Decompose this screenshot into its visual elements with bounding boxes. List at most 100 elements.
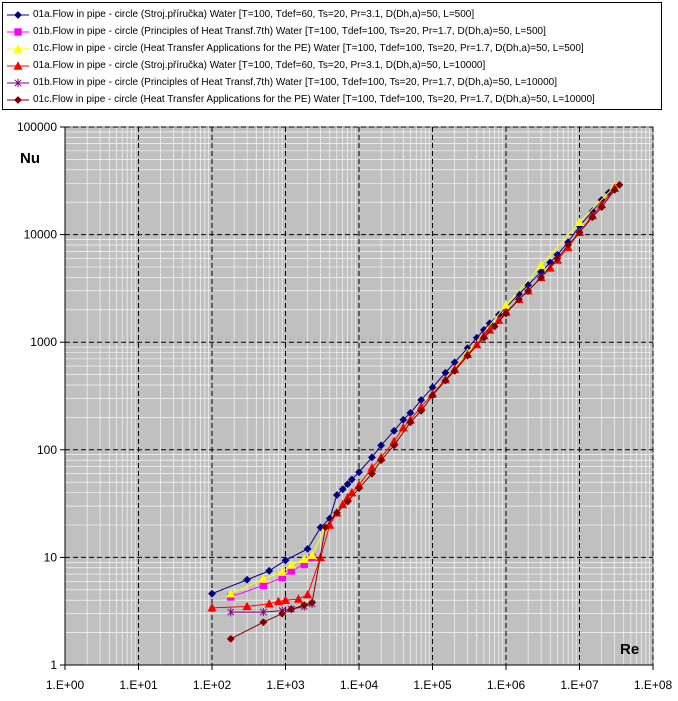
data-point bbox=[610, 186, 619, 194]
x-tick-label: 1.E+07 bbox=[560, 678, 599, 692]
data-point bbox=[332, 508, 341, 517]
data-point bbox=[243, 575, 251, 584]
data-point bbox=[280, 595, 291, 604]
data-point bbox=[399, 415, 408, 424]
data-point bbox=[293, 594, 303, 603]
data-point bbox=[390, 426, 398, 435]
legend: 01a.Flow in pipe - circle (Stroj.příručk… bbox=[2, 2, 662, 110]
data-point bbox=[597, 203, 606, 212]
data-point bbox=[377, 456, 386, 465]
series-3 bbox=[226, 181, 620, 598]
legend-symbol bbox=[7, 77, 29, 89]
data-point bbox=[332, 491, 341, 499]
data-point bbox=[242, 601, 252, 611]
data-point bbox=[287, 605, 296, 614]
data-point bbox=[524, 286, 533, 295]
data-point bbox=[472, 339, 482, 349]
data-point bbox=[343, 480, 352, 489]
data-point bbox=[277, 567, 287, 576]
x-tick-label: 1.E+08 bbox=[634, 678, 673, 692]
series-6 bbox=[226, 180, 624, 643]
data-point bbox=[428, 391, 437, 400]
data-point bbox=[553, 254, 562, 263]
legend-label: 01c.Flow in pipe - circle (Heat Transfer… bbox=[33, 94, 595, 105]
x-tick-label: 1.E+05 bbox=[413, 678, 452, 692]
data-point bbox=[286, 560, 296, 569]
x-tick-label: 1.E+02 bbox=[193, 678, 232, 692]
data-point bbox=[588, 213, 597, 222]
series-layer bbox=[207, 180, 624, 643]
legend-label: 01b.Flow in pipe - circle (Principles of… bbox=[33, 26, 546, 37]
legend-label: 01a.Flow in pipe - circle (Stroj.příručk… bbox=[33, 60, 486, 71]
series-1 bbox=[208, 188, 613, 598]
data-point bbox=[226, 588, 236, 598]
y-axis-title: Nu bbox=[20, 150, 40, 167]
legend-item: 01c.Flow in pipe - circle (Heat Transfer… bbox=[7, 40, 657, 57]
data-point bbox=[390, 441, 398, 450]
data-point bbox=[536, 260, 546, 269]
data-point bbox=[417, 406, 426, 415]
data-point bbox=[347, 475, 356, 484]
y-tick-label: 10000 bbox=[24, 228, 58, 242]
data-point bbox=[207, 603, 217, 612]
data-point bbox=[303, 589, 313, 599]
data-point bbox=[575, 228, 584, 237]
data-point bbox=[278, 609, 287, 618]
data-point bbox=[368, 469, 376, 478]
data-point bbox=[615, 180, 624, 189]
series-line bbox=[230, 184, 620, 640]
legend-marker bbox=[13, 43, 23, 53]
data-point bbox=[343, 497, 352, 506]
data-point bbox=[273, 596, 283, 606]
x-tick-label: 1.E+01 bbox=[119, 678, 158, 692]
legend-item: 01b.Flow in pipe - circle (Principles of… bbox=[7, 74, 657, 91]
data-point bbox=[574, 217, 585, 227]
legend-label: 01a.Flow in pipe - circle (Stroj.příručk… bbox=[33, 9, 475, 20]
data-point bbox=[258, 574, 268, 583]
x-tick-label: 1.E+03 bbox=[266, 678, 305, 692]
data-point bbox=[537, 273, 545, 282]
data-point bbox=[338, 485, 347, 494]
grid bbox=[64, 126, 654, 666]
y-tick-label: 100000 bbox=[17, 120, 57, 134]
data-point bbox=[368, 453, 376, 462]
tick-labels: 1.E+00 1.E+01 1.E+02 1.E+03 1.E+04 1.E+05 1.E+… bbox=[17, 120, 673, 692]
legend-symbol bbox=[7, 9, 29, 21]
data-point bbox=[308, 598, 316, 607]
legend-marker bbox=[13, 60, 23, 70]
x-axis-title: Re bbox=[620, 641, 639, 658]
legend-item: 01b.Flow in pipe - circle (Principles of… bbox=[7, 23, 657, 40]
data-point bbox=[377, 441, 386, 450]
data-point bbox=[406, 418, 415, 427]
x-tick-label: 1.E+04 bbox=[340, 678, 379, 692]
data-point bbox=[515, 295, 523, 304]
data-point bbox=[502, 309, 510, 318]
data-point bbox=[490, 322, 499, 331]
legend-symbol bbox=[7, 43, 29, 55]
data-point bbox=[300, 601, 309, 610]
data-point bbox=[564, 241, 573, 249]
data-point bbox=[259, 607, 267, 617]
data-point bbox=[479, 333, 488, 342]
data-point bbox=[355, 484, 363, 493]
data-point bbox=[307, 550, 317, 559]
x-tick-label: 1.E+06 bbox=[487, 678, 526, 692]
legend-marker bbox=[14, 10, 22, 19]
y-tick-label: 10 bbox=[44, 550, 58, 564]
legend-item: 01a.Flow in pipe - circle (Stroj.příručk… bbox=[7, 6, 657, 23]
data-point bbox=[226, 634, 235, 643]
legend-label: 01c.Flow in pipe - circle (Heat Transfer… bbox=[33, 43, 584, 54]
legend-symbol bbox=[7, 26, 29, 38]
y-tick-label: 100 bbox=[37, 443, 57, 457]
legend-symbol bbox=[7, 94, 29, 106]
data-point bbox=[281, 556, 290, 565]
legend-label: 01b.Flow in pipe - circle (Principles of… bbox=[33, 77, 557, 88]
y-tick-label: 1000 bbox=[30, 335, 57, 349]
data-point bbox=[321, 523, 330, 532]
data-point bbox=[265, 566, 274, 575]
data-point bbox=[259, 581, 268, 590]
data-point bbox=[264, 599, 274, 608]
data-point bbox=[463, 351, 472, 360]
data-point bbox=[227, 607, 235, 617]
